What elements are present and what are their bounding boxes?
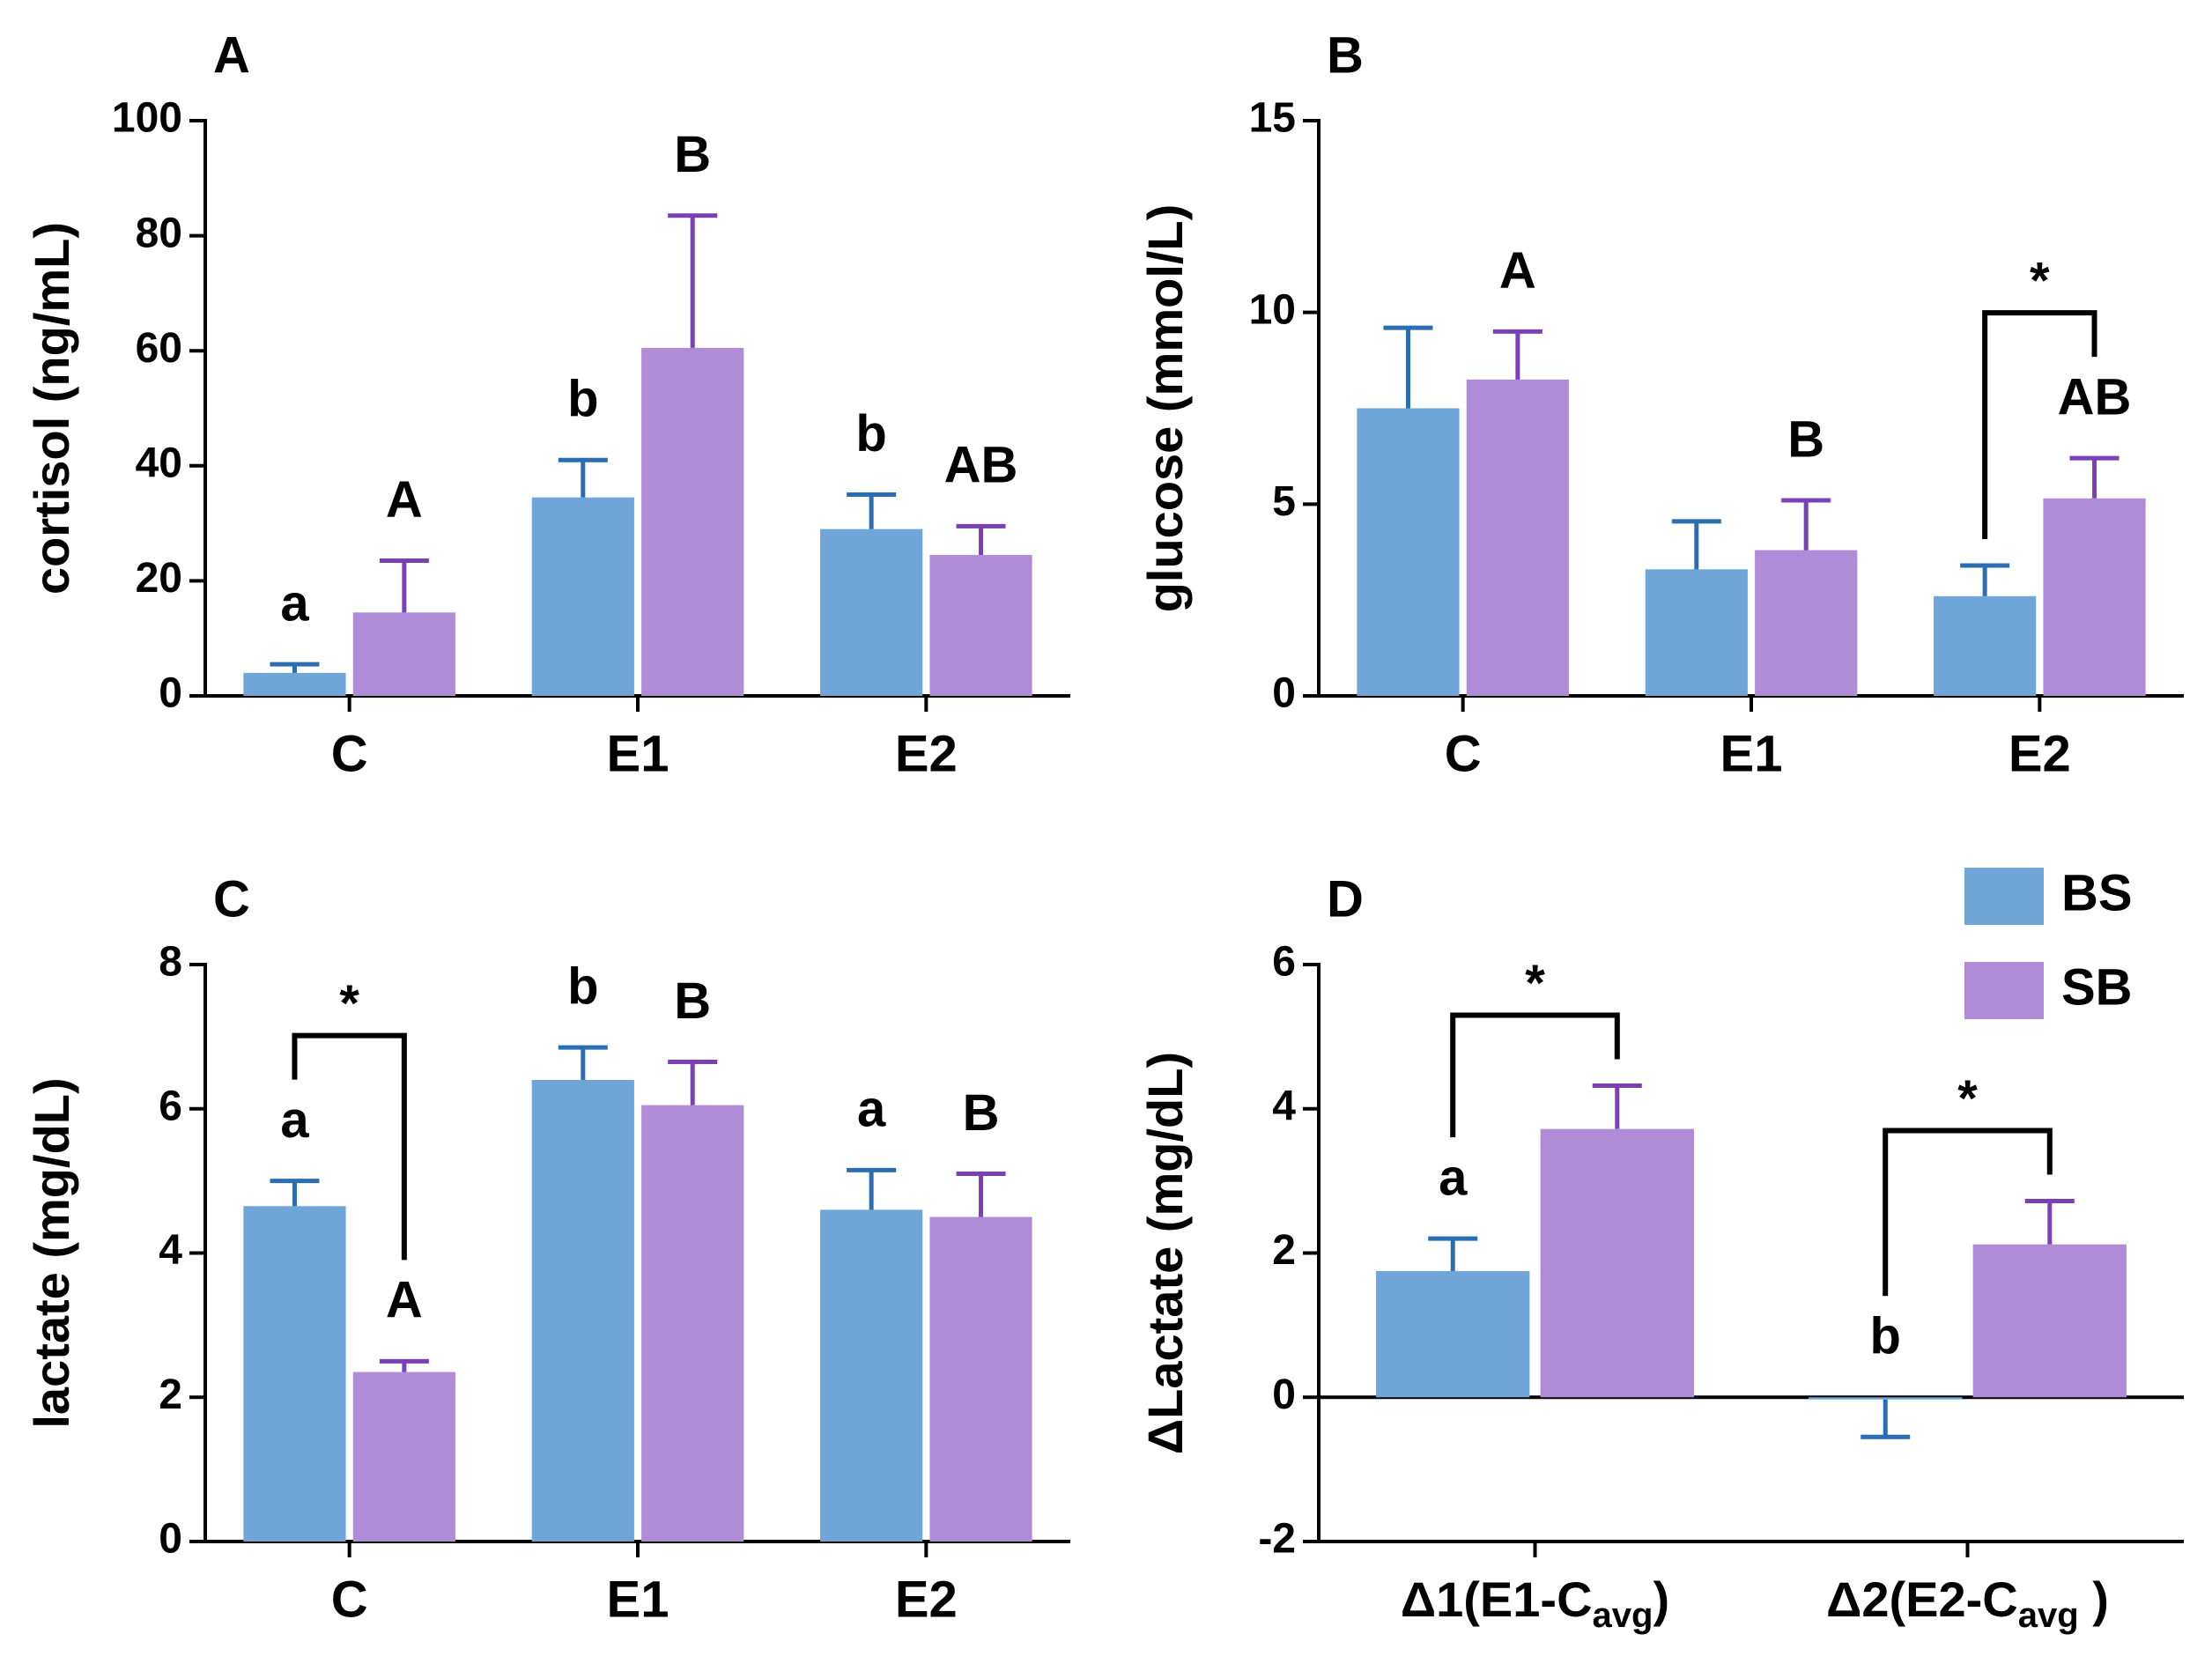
y-axis-title: glucose (mmol/L) [1137,204,1193,613]
significance-bracket [1982,310,2097,539]
group-letter: a [857,1081,886,1138]
y-tick-label: 6 [159,1083,182,1129]
y-tick-label: -2 [1258,1516,1296,1563]
bar [1972,1244,2127,1398]
group-letter: AB [944,437,1018,494]
bar [929,555,1032,696]
panel-label: A [213,26,250,84]
group-letter: B [674,126,711,183]
group-letter: AB [2058,368,2132,425]
group-letter: b [1869,1308,1900,1365]
bar [1376,1270,1530,1398]
group-letter: a [280,574,309,632]
x-tick-label: E1 [1720,725,1783,782]
y-tick-label: 2 [1272,1227,1296,1274]
bar [1755,550,1858,696]
bar [243,1206,346,1542]
bar [352,612,455,696]
x-tick-label: E2 [2009,725,2071,782]
x-tick-label: C [331,1571,368,1628]
group-letter: B [963,1084,1000,1142]
group-letter: B [1787,410,1824,468]
bar [1809,1397,1963,1400]
x-tick-label: E2 [895,725,958,782]
y-tick-label: 10 [1249,286,1296,333]
x-tick-label: E1 [607,725,670,782]
y-tick-label: 4 [159,1227,182,1274]
y-tick-label: 0 [1272,670,1296,717]
legend-label: BS [2061,864,2133,921]
group-letter: a [280,1091,309,1149]
x-tick-label-tail: ) [2079,1571,2109,1627]
bar [641,347,744,696]
y-tick-label: 2 [159,1372,182,1418]
bar [243,672,346,696]
significance-bracket [1883,1128,2053,1297]
y-tick-label: 100 [112,95,182,142]
x-tick-label-main: Δ2(E2-C [1826,1571,2018,1627]
legend-swatch [1964,962,2044,1019]
panel-label: C [213,870,250,928]
panel-label: B [1327,26,1364,84]
x-tick-label-sub: avg [1593,1596,1653,1635]
significance-bracket [292,1032,407,1261]
significance-bracket [1450,1012,1620,1138]
bar [531,1080,634,1542]
legend-label: SB [2061,958,2133,1016]
group-letter: b [567,371,598,428]
legend-swatch [1964,868,2044,925]
y-tick-label: 0 [1272,1372,1296,1418]
bar [2043,498,2146,696]
y-tick-label: 4 [1272,1083,1296,1129]
x-tick-label: C [1445,725,1482,782]
bar [531,497,634,696]
significance-star: * [1957,1070,1978,1128]
y-axis-title: cortisol (ng/mL) [24,222,79,595]
x-tick-label: C [331,725,368,782]
bar [820,529,923,696]
x-tick-label: Δ1(E1-Cavg) [1401,1571,1669,1635]
bar [1934,595,2037,696]
significance-star: * [2030,252,2050,309]
group-letter: A [1499,242,1536,299]
y-tick-label: 80 [136,210,182,256]
group-letter: B [674,972,711,1030]
y-tick-label: 40 [136,440,182,486]
significance-star: * [339,975,359,1032]
significance-star: * [1525,955,1545,1012]
bar [352,1372,455,1542]
x-tick-label-sub: avg [2018,1596,2079,1635]
y-tick-label: 15 [1249,95,1296,142]
y-tick-label: 8 [159,939,182,986]
group-letter: a [1439,1149,1468,1206]
y-axis-title: lactate (mg/dL) [24,1077,79,1428]
x-tick-label-main: Δ1(E1-C [1401,1571,1593,1627]
bar [1540,1128,1694,1398]
bar [1357,408,1460,696]
y-tick-label: 0 [159,1516,182,1563]
y-axis-title: ΔLactate (mg/dL) [1137,1052,1193,1454]
y-tick-label: 0 [159,670,182,717]
panel-label: D [1327,870,1364,928]
x-tick-label: E1 [607,1571,670,1628]
bar [820,1209,923,1542]
x-tick-label: Δ2(E2-Cavg ) [1826,1571,2109,1635]
x-tick-label-tail: ) [1653,1571,1669,1627]
group-letter: A [386,471,423,529]
y-tick-label: 6 [1272,939,1296,986]
group-letter: b [855,405,886,462]
group-letter: b [567,957,598,1015]
bar [1466,379,1569,696]
bar [929,1216,1032,1542]
group-letter: A [386,1272,423,1329]
x-tick-label: E2 [895,1571,958,1628]
y-tick-label: 60 [136,325,182,372]
y-tick-label: 20 [136,555,182,602]
bar [641,1105,744,1542]
bar [1645,569,1748,696]
y-tick-label: 5 [1272,478,1296,525]
